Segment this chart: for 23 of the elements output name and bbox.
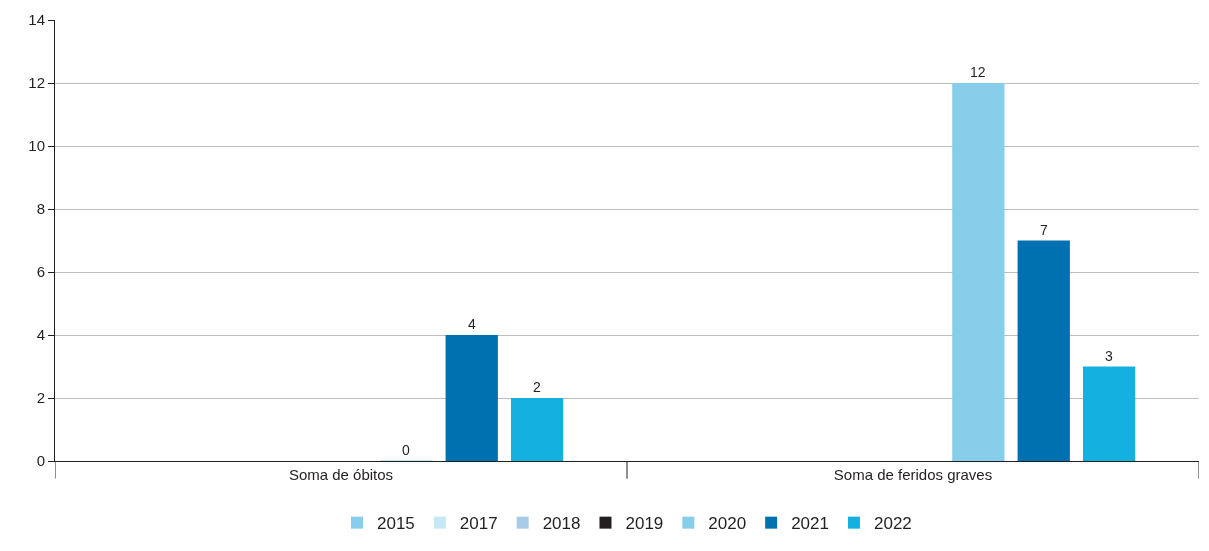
y-tick-label: 0 [36, 452, 45, 470]
y-tick-label: 6 [36, 263, 45, 281]
data-label: 2 [533, 379, 541, 395]
y-tick-label: 8 [36, 200, 45, 218]
data-label: 7 [1040, 222, 1048, 238]
legend-label: 2017 [459, 514, 498, 534]
data-label: 4 [468, 316, 476, 332]
legend-label: 2021 [791, 514, 829, 534]
legend-label: 2020 [708, 514, 747, 534]
legend-label: 2015 [377, 514, 415, 534]
x-tick-label: Soma de feridos graves [833, 466, 993, 483]
data-label: 3 [1105, 348, 1113, 364]
legend-label: 2022 [873, 514, 912, 534]
x-tick-label: Soma de óbitos [288, 466, 394, 483]
legend-label: 2019 [625, 514, 664, 534]
data-label: 12 [970, 64, 986, 80]
y-tick-label: 10 [28, 137, 45, 155]
y-tick-label: 14 [28, 11, 45, 29]
legend-label: 2018 [542, 514, 581, 534]
data-label: 0 [402, 442, 410, 458]
y-tick-label: 4 [36, 326, 45, 344]
y-tick-label: 2 [36, 389, 45, 407]
y-tick-label: 12 [28, 74, 45, 92]
